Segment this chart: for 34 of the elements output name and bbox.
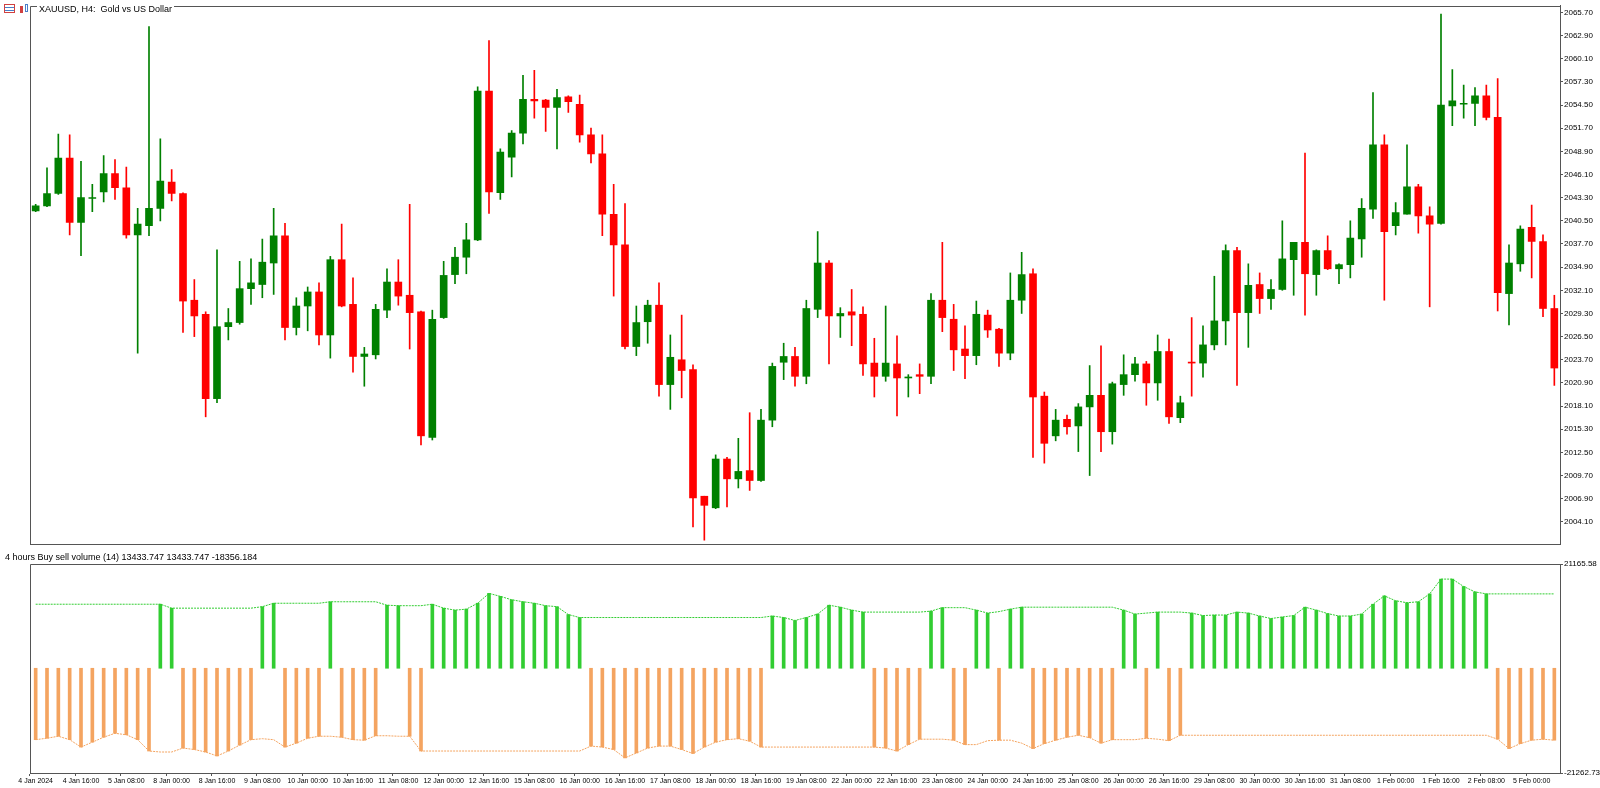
y-tick-label: 2060.10 [1564, 53, 1594, 63]
candlestick [961, 325, 969, 380]
y-tick-label: 2009.70 [1564, 470, 1594, 480]
y-tick-label: 2051.70 [1564, 123, 1594, 133]
y-tick-label: 2037.70 [1564, 239, 1594, 249]
candlestick [247, 258, 255, 305]
y-tick-label: 2040.50 [1564, 216, 1594, 226]
candlestick [1301, 152, 1309, 316]
y-tick-label: 2012.50 [1564, 447, 1594, 457]
candlestick [893, 335, 901, 417]
y-tick-label: 21165.58 [1564, 559, 1598, 569]
y-tick-label: 2046.10 [1564, 169, 1594, 179]
chart-title: 4 hours Buy sell volume (14) 13433.747 13433.747 -18356.184 [3, 552, 260, 562]
y-tick-label: 2054.50 [1564, 100, 1594, 110]
y-tick-label: 2065.70 [1564, 7, 1594, 17]
y-tick-label: 2029.30 [1564, 308, 1594, 318]
candlestick [1471, 87, 1479, 127]
y-tick-label: 2018.10 [1564, 401, 1594, 411]
y-tick-label: 2057.30 [1564, 77, 1594, 87]
candlestick [553, 89, 561, 150]
y-tick-label: 2026.50 [1564, 331, 1594, 341]
y-tick-label: 2023.70 [1564, 354, 1594, 364]
y-tick-label: 2032.10 [1564, 285, 1594, 295]
y-tick-label: 2006.90 [1564, 493, 1594, 503]
y-tick-label: 2048.90 [1564, 146, 1594, 156]
candlestick [145, 26, 153, 237]
chart-title: XAUUSD, H4: Gold vs US Dollar [37, 4, 175, 14]
y-tick-label: 2034.90 [1564, 262, 1594, 272]
y-tick-label: 2062.90 [1564, 30, 1594, 40]
y-tick-label: 2004.10 [1564, 517, 1594, 527]
y-tick-label: 2043.30 [1564, 192, 1594, 202]
y-tick-label: 2015.30 [1564, 424, 1594, 434]
y-tick-label: 2020.90 [1564, 378, 1594, 388]
y-tick-label: -21262.73 [1564, 768, 1600, 778]
